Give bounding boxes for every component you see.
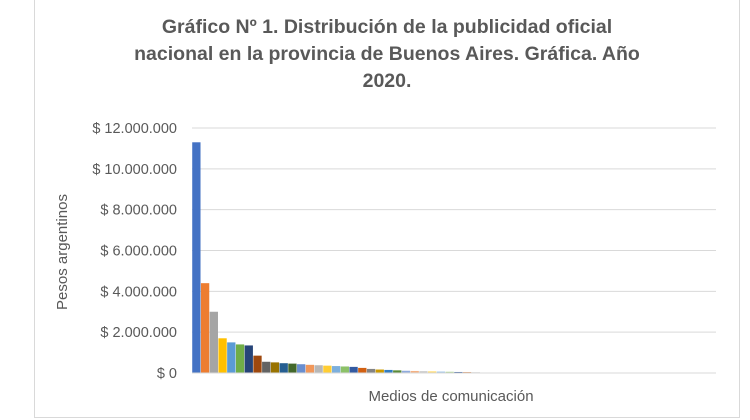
bar [262, 361, 271, 373]
chart-frame [34, 0, 740, 418]
bar [384, 369, 393, 373]
y-tick-label: $ 0 [157, 366, 177, 382]
y-axis-label: Pesos argentinos [54, 194, 71, 310]
bar [410, 370, 419, 373]
bar [454, 371, 463, 373]
bar [227, 342, 236, 374]
bar [366, 368, 376, 373]
chart-title-line-1: Gráfico Nº 1. Distribución de la publici… [161, 16, 613, 38]
bar [428, 371, 437, 373]
bars [192, 142, 480, 374]
x-axis-label: Medios de comunicación [368, 388, 533, 405]
bar [288, 363, 297, 373]
bar [323, 365, 332, 373]
gridlines [192, 127, 716, 374]
bar [436, 371, 446, 373]
bar [200, 283, 210, 373]
bar [445, 371, 454, 373]
bar [244, 345, 253, 373]
bar [358, 367, 367, 373]
y-tick-label: $ 4.000.000 [100, 284, 177, 300]
bar [297, 364, 306, 373]
bar [340, 366, 349, 373]
y-tick-label: $ 6.000.000 [100, 244, 177, 260]
bar [401, 370, 411, 373]
bar [393, 370, 402, 373]
bar [235, 344, 245, 373]
bar [314, 365, 323, 373]
y-tick-label: $ 2.000.000 [100, 325, 177, 341]
chart-title-line-2: nacional en la provincia de Buenos Aires… [134, 43, 640, 65]
bar [349, 366, 358, 374]
bar [270, 362, 280, 373]
bar [209, 311, 218, 373]
bar [331, 366, 341, 373]
bar [279, 363, 288, 373]
bar [305, 364, 315, 373]
chart-title-line-3: 2020. [362, 70, 412, 92]
y-axis-ticks: $ 0 $ 2.000.000 $ 4.000.000 $ 6.000.000 $ 8.… [92, 121, 177, 382]
bar [253, 355, 262, 373]
y-tick-label: $ 8.000.000 [100, 203, 177, 219]
bar [375, 369, 384, 373]
y-tick-label: $ 10.000.000 [92, 162, 177, 178]
bar [419, 371, 428, 373]
chart-title: Gráfico Nº 1. Distribución de la publici… [34, 14, 740, 95]
bar [218, 338, 227, 373]
bar [192, 142, 201, 373]
y-tick-label: $ 12.000.000 [92, 121, 177, 137]
